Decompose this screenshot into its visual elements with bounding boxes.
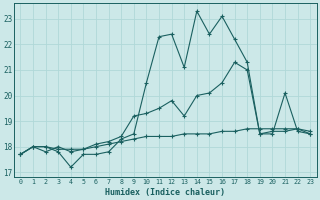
X-axis label: Humidex (Indice chaleur): Humidex (Indice chaleur) [105,188,225,197]
